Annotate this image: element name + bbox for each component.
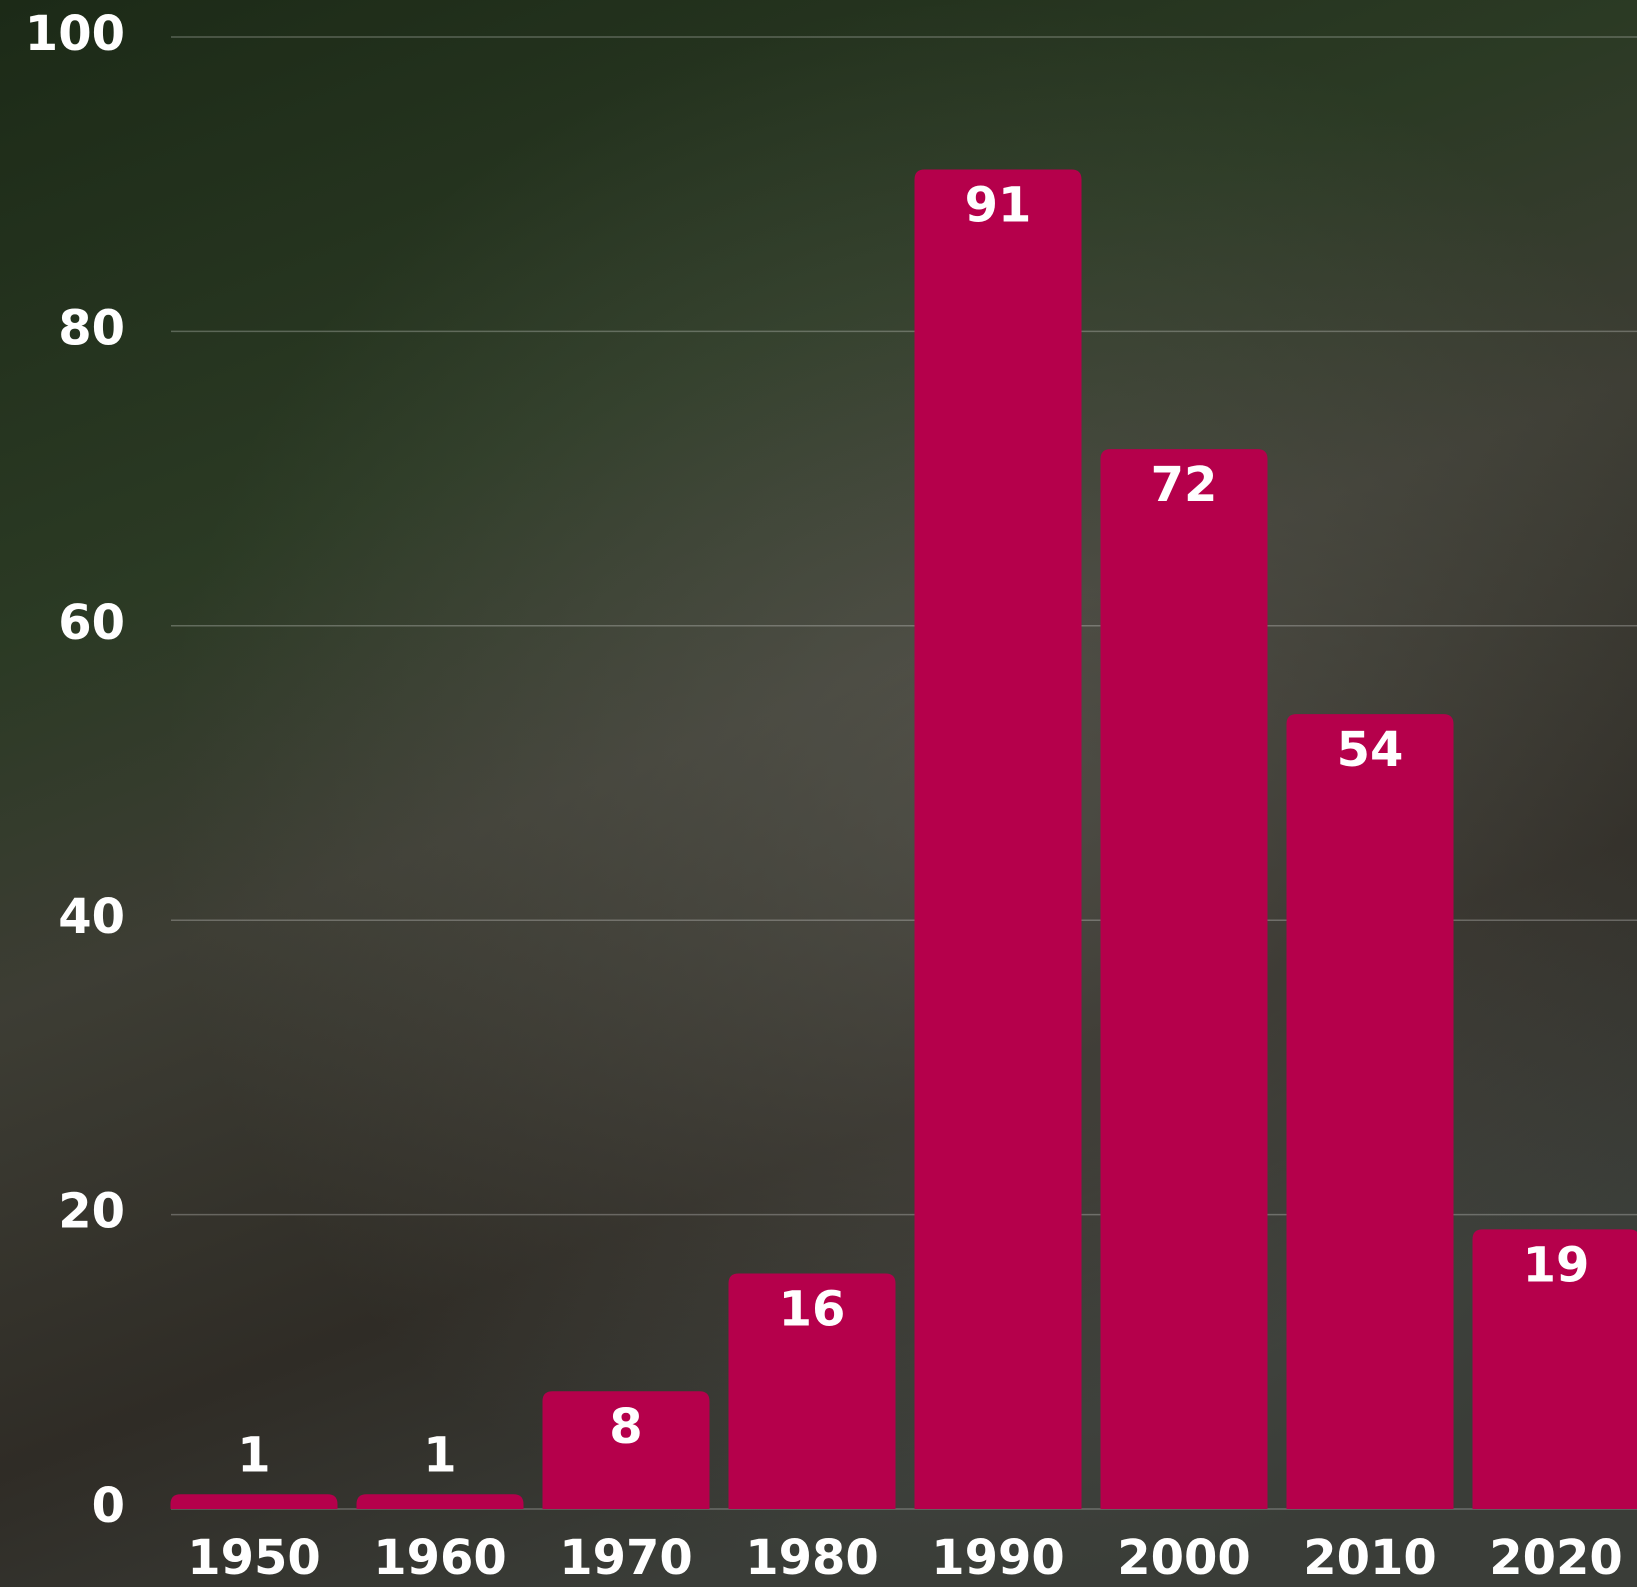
y-tick-label: 80: [58, 300, 125, 356]
x-tick-label: 1970: [559, 1530, 693, 1586]
value-label: 16: [779, 1281, 846, 1337]
value-label: 1: [423, 1427, 456, 1483]
x-tick-label: 2020: [1489, 1530, 1623, 1586]
value-label: 1: [237, 1427, 270, 1483]
y-tick-label: 100: [25, 6, 125, 62]
bar: [914, 169, 1082, 1510]
bar: [1472, 1229, 1637, 1509]
x-tick-label: 2000: [1117, 1530, 1251, 1586]
value-label: 8: [609, 1399, 642, 1455]
x-tick-label: 2010: [1303, 1530, 1437, 1586]
y-tick-label: 40: [58, 889, 125, 945]
value-label: 72: [1151, 457, 1218, 513]
bar: [728, 1273, 896, 1509]
x-tick-label: 1960: [373, 1530, 507, 1586]
value-label: 19: [1523, 1237, 1590, 1293]
bar: [1286, 714, 1454, 1509]
bar: [170, 1494, 338, 1509]
bar: [1100, 449, 1268, 1509]
value-label: 91: [965, 177, 1032, 233]
value-label: 54: [1337, 722, 1404, 778]
y-tick-label: 0: [92, 1478, 125, 1534]
y-tick-label: 20: [58, 1184, 125, 1240]
bar: [356, 1494, 524, 1509]
x-tick-label: 1980: [745, 1530, 879, 1586]
x-tick-label: 1990: [931, 1530, 1065, 1586]
bar: [542, 1391, 710, 1509]
x-tick-label: 1950: [187, 1530, 321, 1586]
y-tick-label: 60: [58, 595, 125, 651]
